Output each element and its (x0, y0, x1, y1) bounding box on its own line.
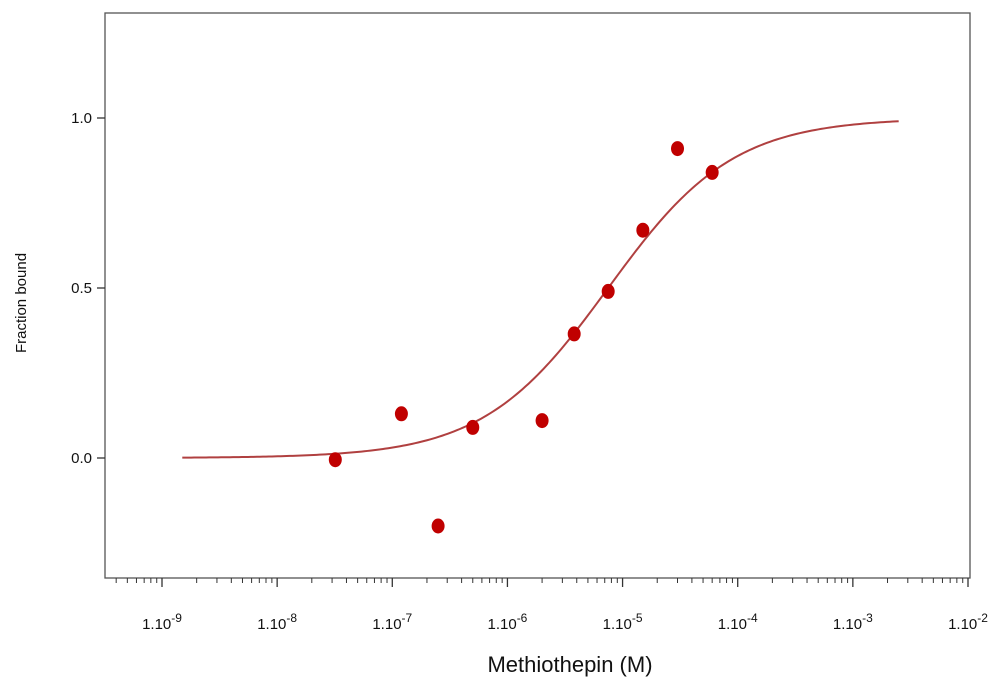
fit-curve (182, 120, 899, 459)
data-point (636, 222, 650, 238)
data-point (431, 518, 445, 534)
x-tick-exponent: -9 (171, 611, 182, 625)
x-axis: 1.10-9 1.10-8 1.10-7 1.10-6 1.10-5 1.10-4 1.10… (115, 578, 988, 633)
x-tick-label: 1.10-8 (257, 611, 297, 633)
x-axis-title: Methiothepin (M) (487, 652, 652, 677)
data-point (535, 413, 549, 429)
data-point (567, 326, 581, 342)
x-tick-label: 1.10-7 (372, 611, 412, 633)
data-point (671, 141, 685, 157)
x-tick-label: 1.10-2 (948, 611, 988, 633)
x-tick-mantissa: 1.10 (948, 616, 977, 633)
x-tick-mantissa: 1.10 (718, 616, 747, 633)
x-tick-exponent: -8 (286, 611, 297, 625)
y-axis-title: Fraction bound (13, 253, 30, 353)
data-point (601, 283, 615, 299)
fit-layer (182, 120, 899, 459)
plot-frame (104, 12, 971, 579)
y-tick-label: 0.0 (71, 450, 92, 467)
data-point (466, 419, 480, 435)
x-tick-mantissa: 1.10 (487, 616, 516, 633)
x-tick-exponent: -5 (632, 611, 643, 625)
x-tick-label: 1.10-4 (718, 611, 758, 633)
x-tick-mantissa: 1.10 (372, 616, 401, 633)
x-tick-exponent: -2 (977, 611, 988, 625)
x-tick-exponent: -7 (402, 611, 413, 625)
x-tick-label: 1.10-5 (603, 611, 643, 633)
data-point (394, 406, 408, 422)
y-axis: 0.0 0.5 1.0 (71, 110, 105, 467)
x-tick-label: 1.10-6 (487, 611, 527, 633)
x-tick-exponent: -6 (517, 611, 528, 625)
y-tick-label: 1.0 (71, 110, 92, 127)
y-tick-label: 0.5 (71, 280, 92, 297)
x-tick-label: 1.10-9 (142, 611, 182, 633)
x-tick-mantissa: 1.10 (603, 616, 632, 633)
x-tick-mantissa: 1.10 (833, 616, 862, 633)
x-tick-mantissa: 1.10 (257, 616, 286, 633)
x-tick-mantissa: 1.10 (142, 616, 171, 633)
x-tick-label: 1.10-3 (833, 611, 873, 633)
x-tick-exponent: -3 (862, 611, 873, 625)
data-point (328, 452, 342, 468)
data-point (705, 164, 719, 180)
point-layer (328, 141, 719, 534)
x-tick-exponent: -4 (747, 611, 758, 625)
